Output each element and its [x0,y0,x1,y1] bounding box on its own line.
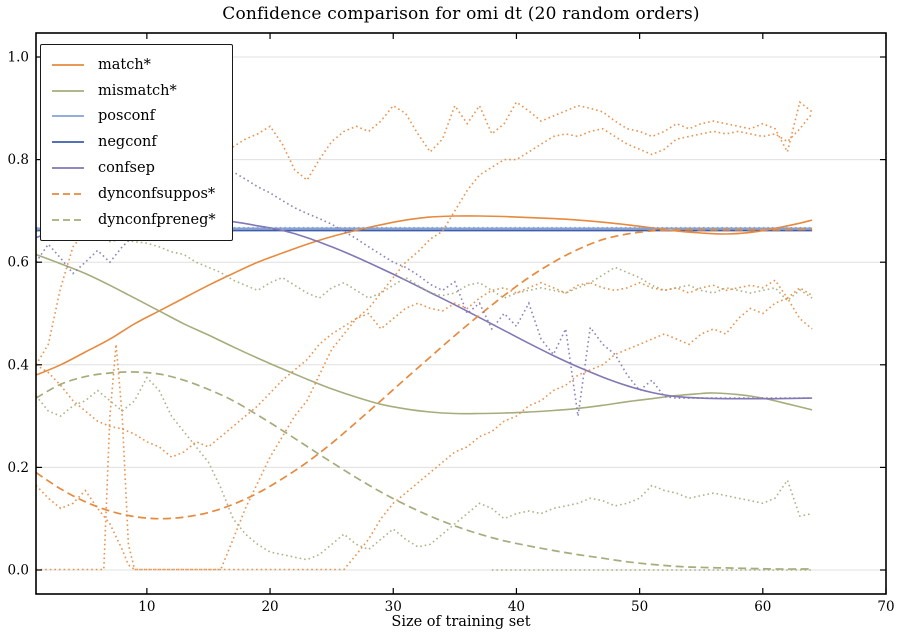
legend-item-match: match* [51,52,224,78]
legend-item-posconf: posconf [51,104,224,130]
y-tick-label: 0.4 [8,357,29,373]
axes-frame [35,32,887,595]
legend-line-sample [52,218,84,221]
series-confsep_run [35,166,813,417]
legend-item-confsep: confsep [51,155,224,181]
series-match_run_min [36,112,813,571]
legend-line-sample [52,115,84,118]
x-tick-label: 30 [385,599,402,615]
x-axis-label: Size of training set [391,614,531,630]
legend-item-negconf: negconf [51,129,224,155]
legend-label: match* [98,56,151,73]
y-tick-label: 1.0 [8,50,29,66]
x-tick-label: 20 [261,599,278,615]
legend-label: negconf [98,134,157,151]
series-match_run_max [35,100,813,366]
legend-line-sample [52,167,84,169]
legend-line-sample [52,141,84,144]
series-mismatch [35,253,813,415]
y-tick-label: 0.0 [8,563,29,579]
x-tick-labels: 10 20 30 40 50 60 70 [138,599,894,615]
legend-label: posconf [98,108,156,125]
legend-label: mismatch* [98,82,177,99]
legend-label: dynconfpreneg* [98,211,216,228]
y-tick-label: 0.6 [8,255,29,271]
legend-line-sample [52,64,84,66]
series-mismatch_run_min [35,376,813,561]
tick-marks [36,33,887,594]
x-tick-label: 10 [138,599,155,615]
series-dynconfsuppos [35,228,813,520]
series-dynconfsuppos_run_max [35,279,813,459]
y-tick-label: 0.2 [8,460,29,476]
legend-item-dynconfpreneg: dynconfpreneg* [51,207,224,233]
y-tick-label: 0.8 [8,152,29,168]
legend-line-sample [52,193,84,195]
legend-line-sample [52,89,84,92]
x-tick-label: 60 [754,599,771,615]
gridlines [36,56,886,571]
x-tick-label: 40 [508,599,525,615]
legend-label: dynconfsuppos* [98,185,216,202]
y-tick-labels: 0.0 0.2 0.4 0.6 0.8 1.0 [8,50,29,579]
series-confsep [35,217,813,400]
x-tick-label: 50 [631,599,648,615]
chart-title: Confidence comparison for omi dt (20 ran… [222,4,700,24]
legend-item-mismatch: mismatch* [51,78,224,104]
legend-item-dynconfsuppos: dynconfsuppos* [51,181,224,207]
legend: match* mismatch* posconf negconf confsep dync… [40,44,233,241]
x-tick-label: 70 [877,599,894,615]
legend-label: confsep [98,160,155,177]
series-dynconfsuppos_run_min [35,297,813,571]
series-match [35,215,813,376]
series-dynconfpreneg [35,371,813,570]
